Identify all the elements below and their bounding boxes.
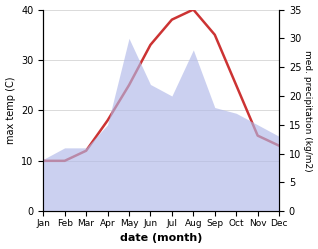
X-axis label: date (month): date (month) [120, 234, 202, 244]
Y-axis label: max temp (C): max temp (C) [5, 77, 16, 144]
Y-axis label: med. precipitation (kg/m2): med. precipitation (kg/m2) [303, 50, 313, 171]
